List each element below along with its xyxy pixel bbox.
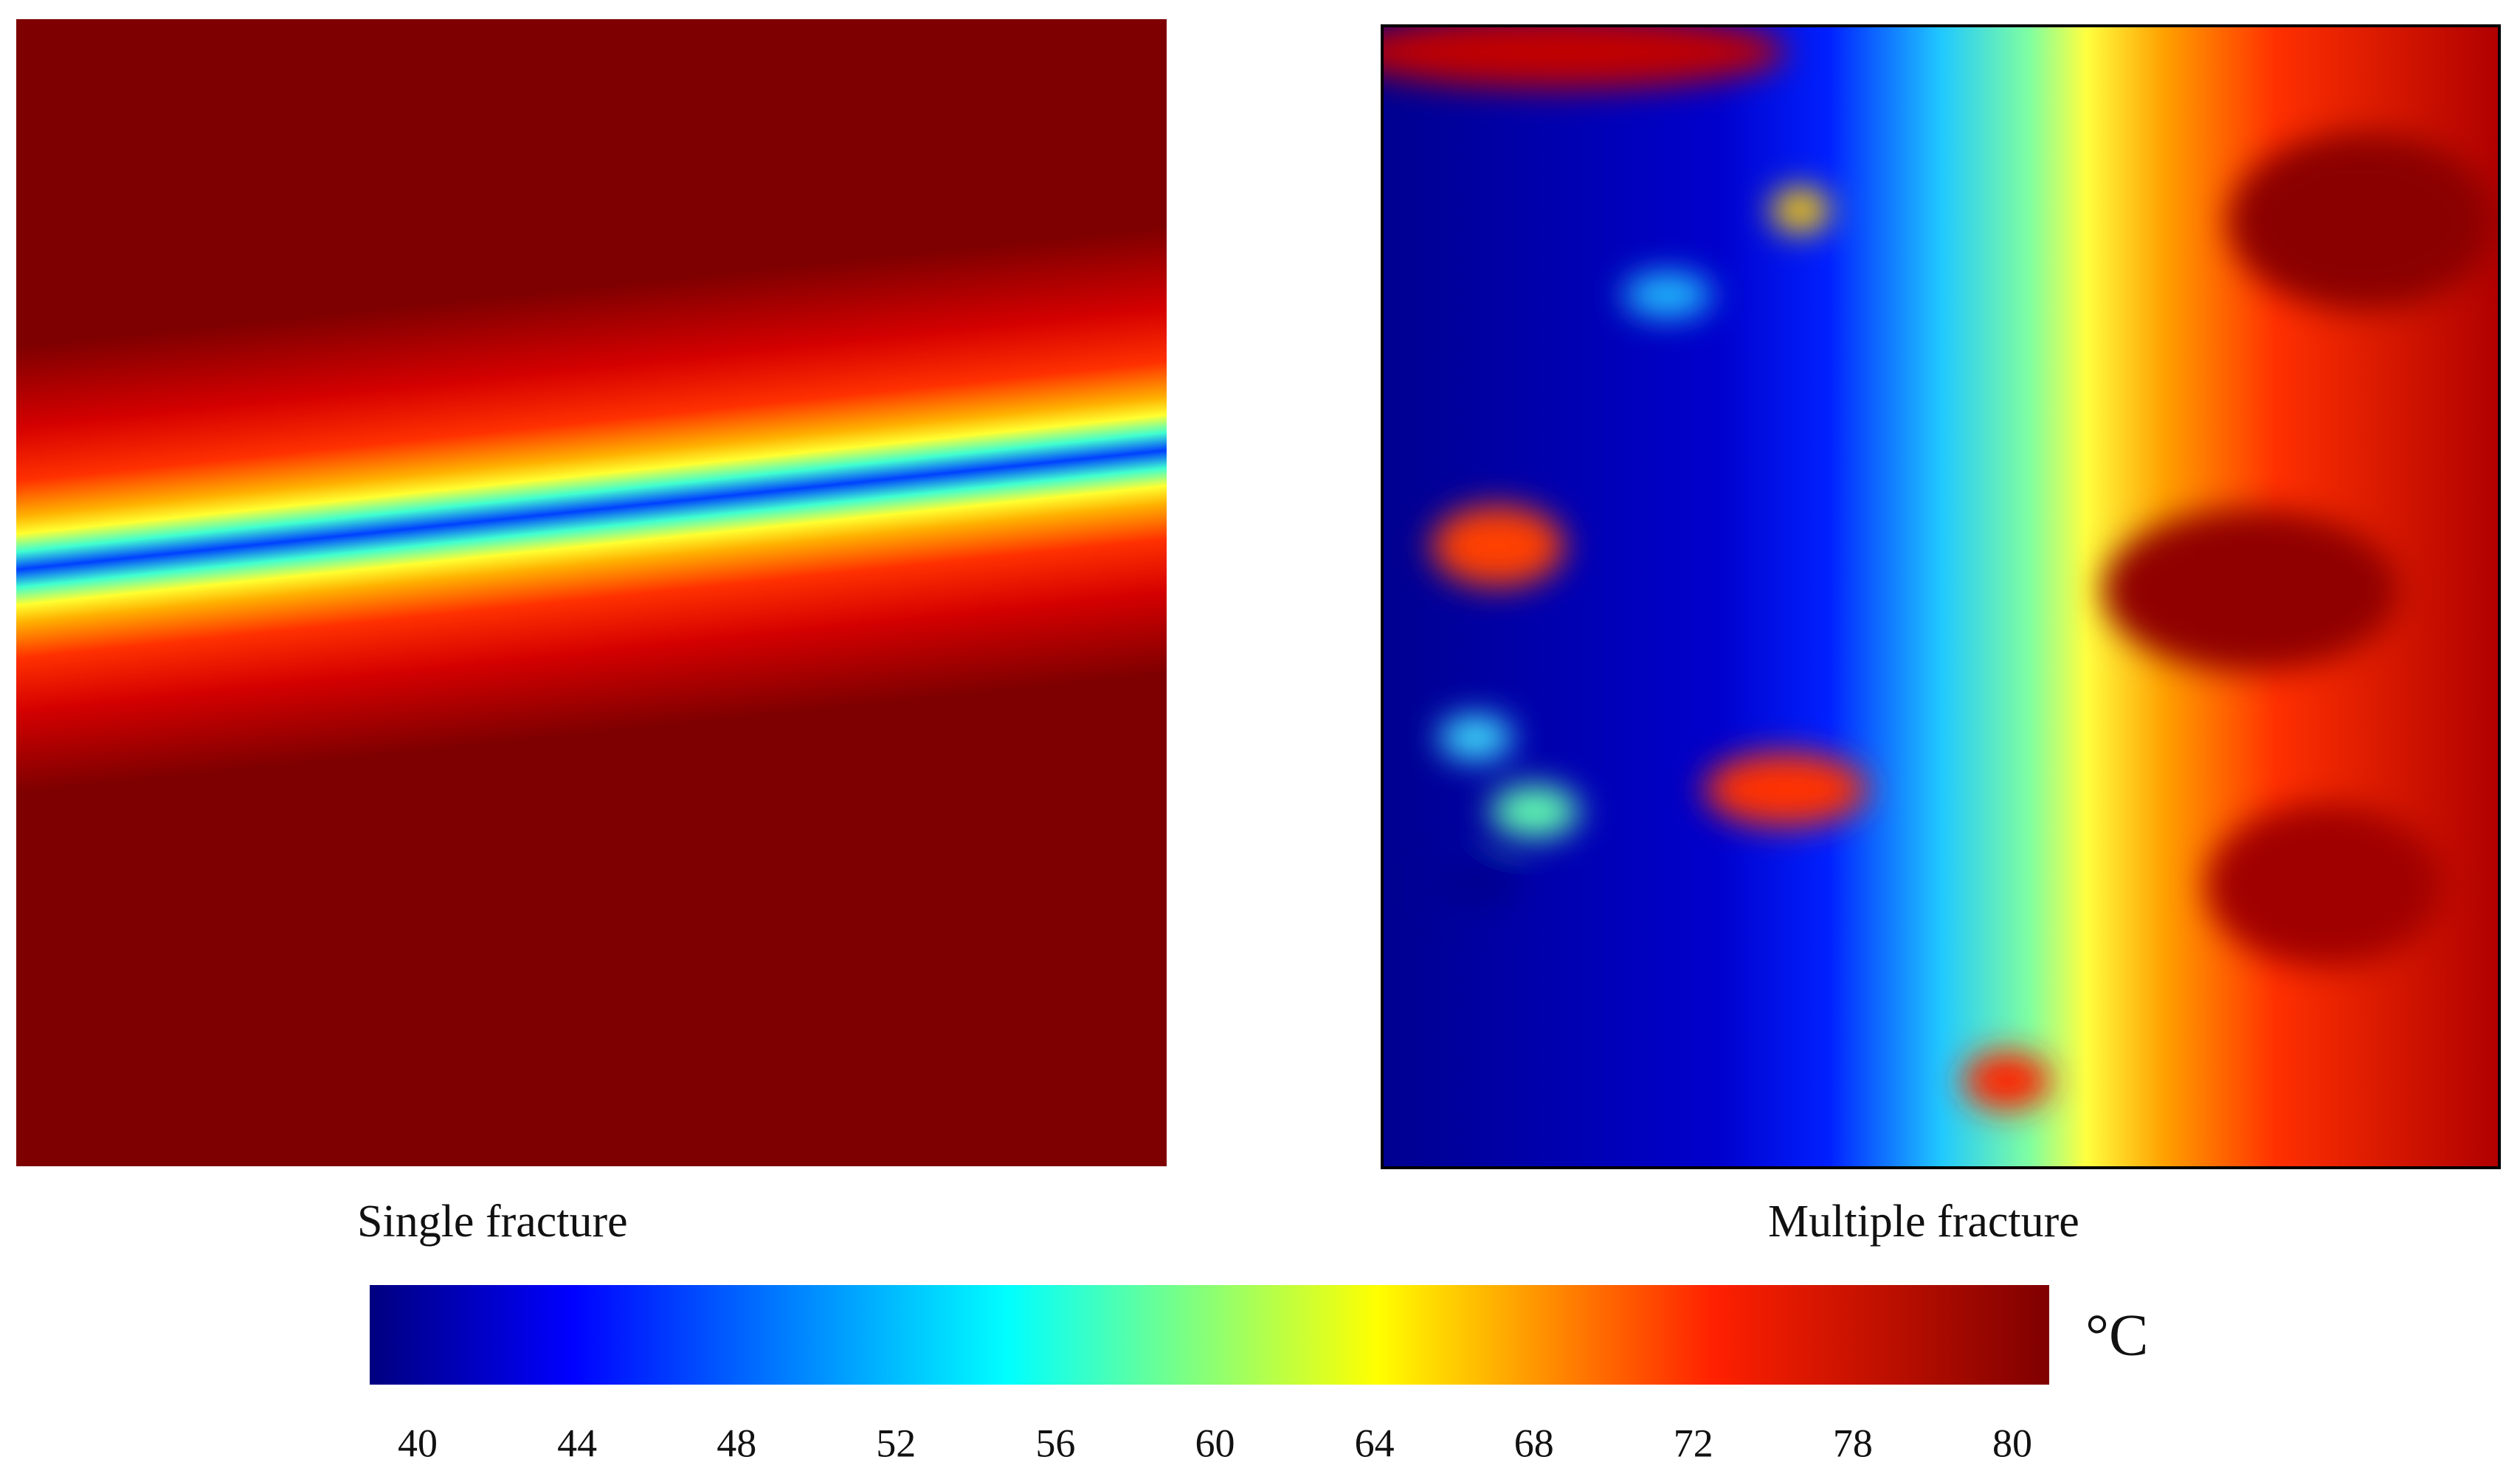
panel-caption: Multiple fracture: [1768, 1197, 2079, 1247]
colorbar-unit: °C: [2085, 1303, 2148, 1368]
colorbar-tick-label: 52: [876, 1421, 916, 1465]
panel-border: [1381, 24, 2501, 1169]
panel-caption: Single fracture: [357, 1197, 628, 1247]
colorbar-tick-label: 60: [1195, 1421, 1235, 1465]
colorbar-tick-label: 64: [1355, 1421, 1395, 1465]
single-fracture-map: [16, 19, 1167, 1166]
colorbar-tick-label: 44: [557, 1421, 597, 1465]
colorbar-tick-label: 40: [398, 1421, 438, 1465]
colorbar: [370, 1285, 2049, 1385]
colorbar-tick-label: 68: [1514, 1421, 1554, 1465]
colorbar-tick-label: 80: [1992, 1421, 2032, 1465]
colorbar-tick-label: 72: [1674, 1421, 1713, 1465]
colorbar-tick-label: 56: [1035, 1421, 1075, 1465]
colorbar-ticks: 40 44 48 52 56 60 64 68 72 78 80: [398, 1421, 2032, 1465]
multiple-fracture-map: [1382, 26, 2499, 1168]
colorbar-tick-label: 78: [1833, 1421, 1873, 1465]
colorbar-tick-label: 48: [717, 1421, 756, 1465]
